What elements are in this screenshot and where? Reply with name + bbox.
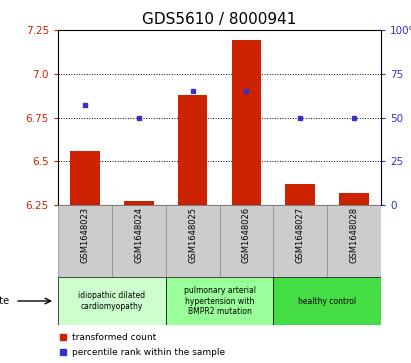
Text: disease state: disease state bbox=[0, 296, 9, 306]
Text: GSM1648025: GSM1648025 bbox=[188, 207, 197, 263]
Text: GSM1648023: GSM1648023 bbox=[81, 207, 90, 263]
Title: GDS5610 / 8000941: GDS5610 / 8000941 bbox=[142, 12, 297, 28]
Text: GSM1648026: GSM1648026 bbox=[242, 207, 251, 263]
Text: pulmonary arterial
hypertension with
BMPR2 mutation: pulmonary arterial hypertension with BMP… bbox=[183, 286, 256, 316]
Bar bbox=[124, 201, 154, 205]
Bar bbox=[58, 205, 112, 277]
Bar bbox=[58, 277, 166, 325]
Bar bbox=[178, 95, 208, 205]
Bar bbox=[327, 205, 381, 277]
Bar bbox=[273, 205, 327, 277]
Bar bbox=[273, 277, 381, 325]
Bar bbox=[232, 41, 261, 205]
Text: idiopathic dilated
cardiomyopathy: idiopathic dilated cardiomyopathy bbox=[78, 291, 145, 311]
Bar bbox=[219, 205, 273, 277]
Bar bbox=[112, 205, 166, 277]
Bar bbox=[286, 184, 315, 205]
Text: percentile rank within the sample: percentile rank within the sample bbox=[72, 348, 225, 357]
Bar bbox=[70, 151, 100, 205]
Bar bbox=[166, 205, 219, 277]
Text: GSM1648028: GSM1648028 bbox=[350, 207, 358, 263]
Text: transformed count: transformed count bbox=[72, 333, 156, 342]
Text: healthy control: healthy control bbox=[298, 297, 356, 306]
Text: GSM1648027: GSM1648027 bbox=[296, 207, 305, 263]
Text: GSM1648024: GSM1648024 bbox=[134, 207, 143, 263]
Bar bbox=[166, 277, 273, 325]
Bar bbox=[339, 193, 369, 205]
